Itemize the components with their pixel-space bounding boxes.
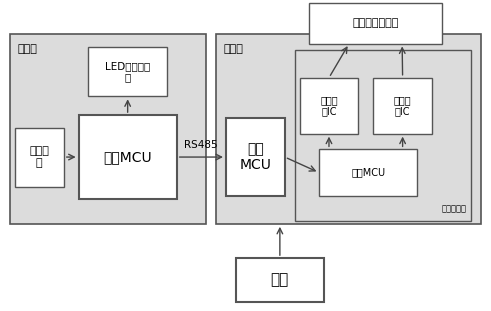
Text: 第一MCU: 第一MCU xyxy=(103,150,152,164)
Bar xyxy=(319,149,417,196)
Text: 第二
MCU: 第二 MCU xyxy=(240,142,271,172)
Text: 控制器: 控制器 xyxy=(17,44,37,53)
Text: RS485: RS485 xyxy=(185,140,218,150)
Bar xyxy=(373,78,432,134)
Text: 显示驱动器: 显示驱动器 xyxy=(441,204,466,213)
Bar xyxy=(88,47,167,96)
Bar xyxy=(295,50,471,221)
Text: 第二MCU: 第二MCU xyxy=(351,168,385,178)
Bar xyxy=(236,258,324,302)
Bar xyxy=(216,34,481,224)
Bar xyxy=(300,78,358,134)
Text: LED状态指示
灯: LED状态指示 灯 xyxy=(105,61,150,82)
Text: 第二稳
压IC: 第二稳 压IC xyxy=(394,95,411,117)
Text: 第一稳
压IC: 第一稳 压IC xyxy=(320,95,338,117)
Text: 前、后显示面板: 前、后显示面板 xyxy=(353,18,399,28)
Bar xyxy=(226,118,285,196)
Bar xyxy=(309,3,442,44)
Text: 驱动板: 驱动板 xyxy=(223,44,243,53)
Bar xyxy=(10,34,206,224)
Bar xyxy=(79,115,177,199)
Text: 电源: 电源 xyxy=(271,272,289,287)
Text: 选择按
键: 选择按 键 xyxy=(29,146,49,168)
Bar xyxy=(15,128,64,187)
